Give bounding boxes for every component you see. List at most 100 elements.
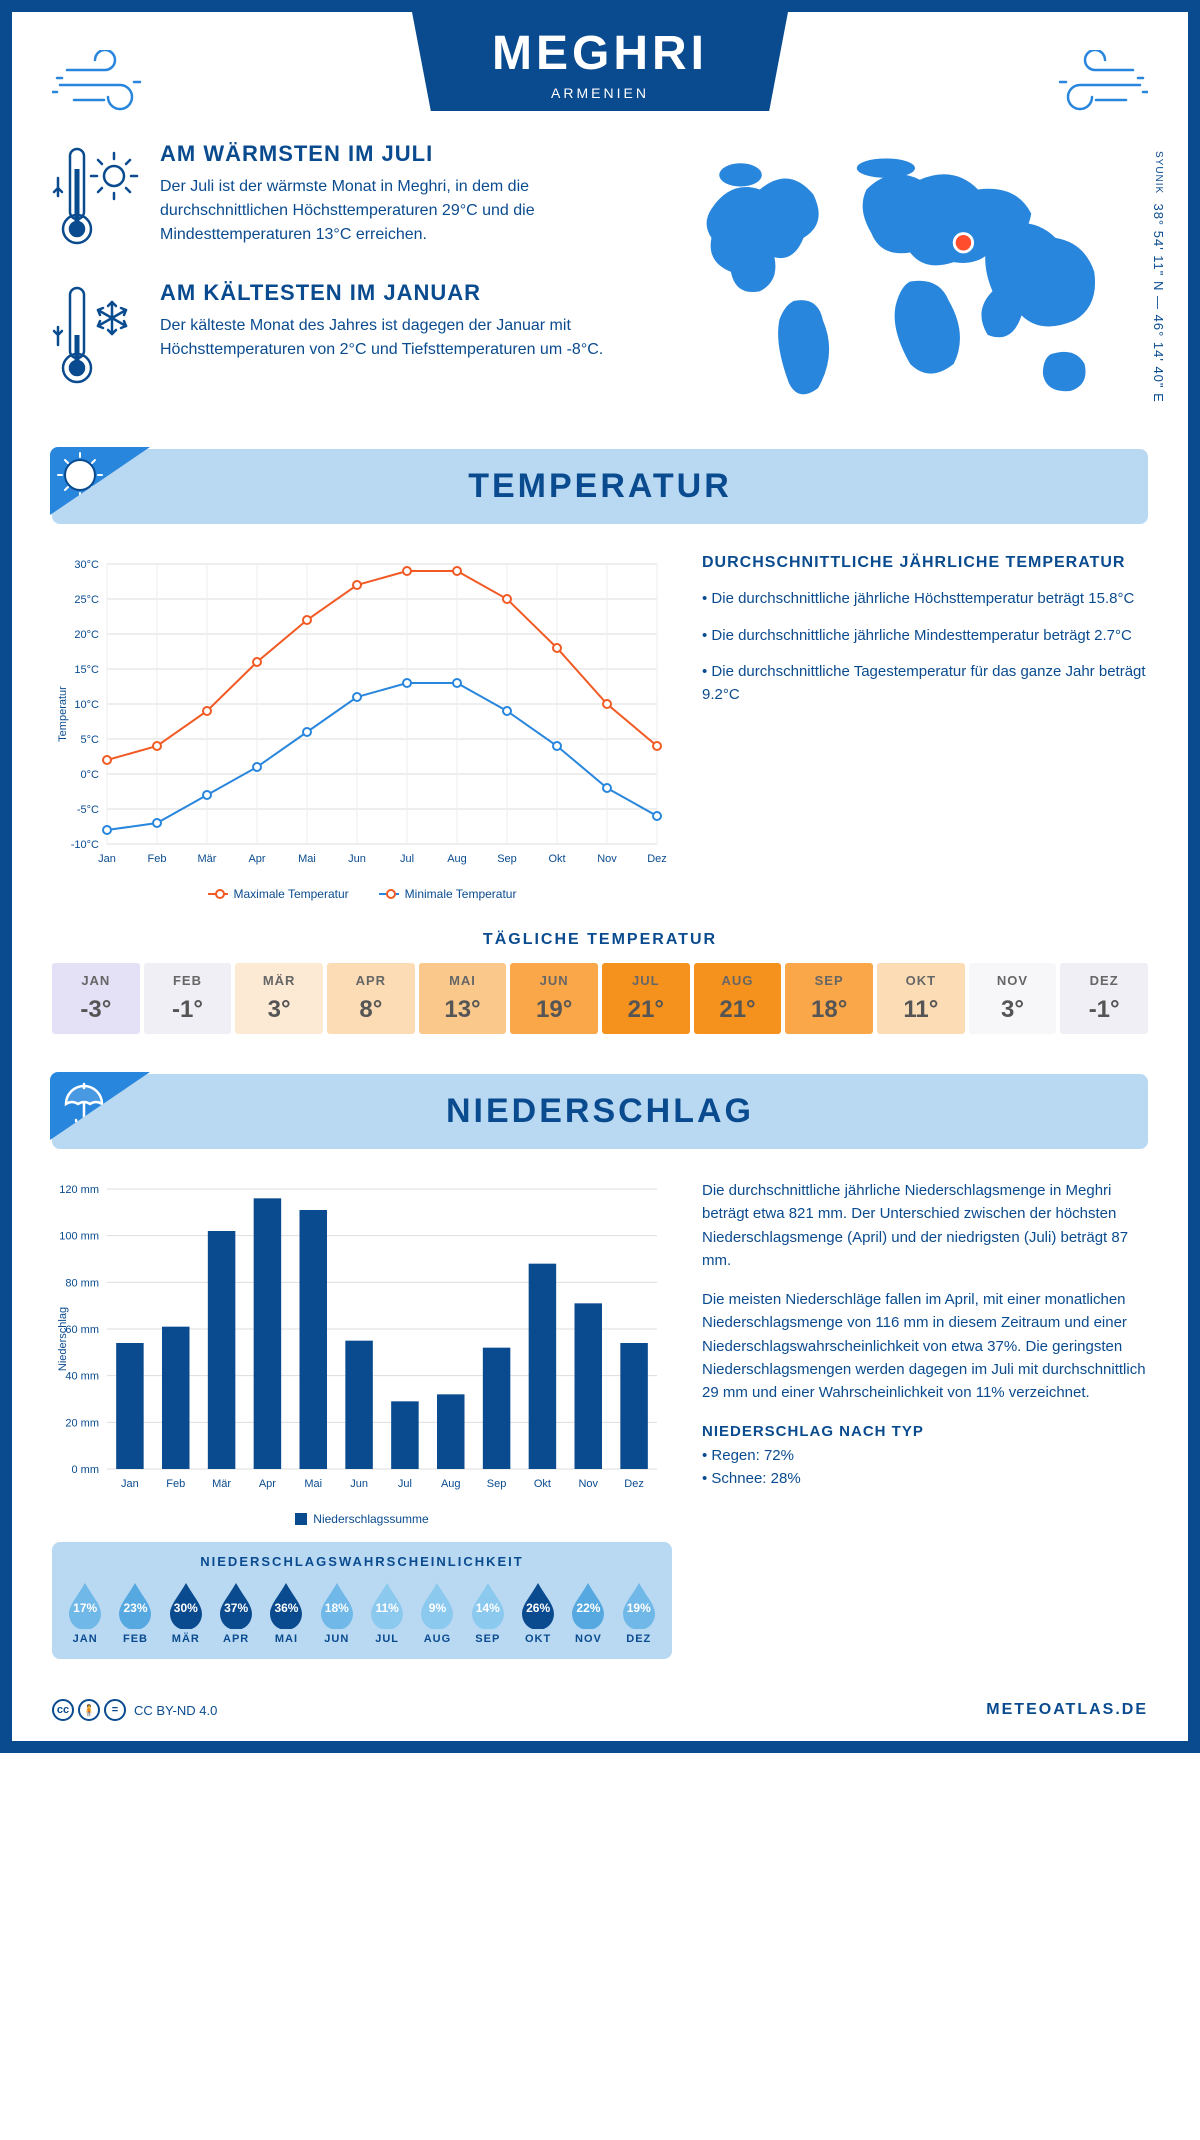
precip-legend: Niederschlagssumme [52,1512,672,1526]
fact-cold-body: AM KÄLTESTEN IM JANUAR Der kälteste Mona… [160,280,633,395]
svg-text:Mai: Mai [304,1478,322,1490]
temperature-chart: -10°C-5°C0°C5°C10°C15°C20°C25°C30°CJanFe… [52,554,672,901]
temp-bullet: • Die durchschnittliche Tagestemperatur … [702,661,1148,706]
precip-type-bullet: • Regen: 72% [702,1444,1148,1467]
svg-text:20°C: 20°C [74,629,99,641]
fact-warm-title: AM WÄRMSTEN IM JULI [160,141,633,167]
page-title: MEGHRI [492,26,708,81]
svg-text:25°C: 25°C [74,594,99,606]
svg-text:Jul: Jul [400,853,414,865]
daily-value: 3° [971,996,1055,1024]
svg-text:Apr: Apr [259,1478,276,1490]
fact-warm-text: Der Juli ist der wärmste Monat in Meghri… [160,175,633,247]
svg-text:Jan: Jan [98,853,116,865]
temp-bullet: • Die durchschnittliche jährliche Mindes… [702,625,1148,648]
daily-value: -1° [146,996,230,1024]
daily-cell: MÄR3° [235,963,323,1034]
drop-cell: 14% SEP [463,1579,513,1645]
svg-text:80 mm: 80 mm [65,1277,99,1289]
drop-cell: 23% FEB [110,1579,160,1645]
svg-text:30°C: 30°C [74,559,99,571]
legend-max: .leg-sw:nth-child(1)::after{border-color… [208,887,349,901]
daily-month: NOV [971,973,1055,988]
section-bar-precipitation: NIEDERSCHLAG [52,1074,1148,1149]
svg-text:100 mm: 100 mm [59,1231,99,1243]
footer: cc 🧍 = CC BY-ND 4.0 METEOATLAS.DE [52,1679,1148,1721]
svg-text:Jun: Jun [350,1478,368,1490]
drop-cell: 18% JUN [312,1579,362,1645]
drop-value: 23% [123,1601,147,1615]
inner: MEGHRI ARMENIEN AM WÄRMSTEN IM JULI Der … [12,12,1188,1741]
license: cc 🧍 = CC BY-ND 4.0 [52,1699,217,1721]
drop-month: AUG [412,1633,462,1645]
drop-month: MAI [261,1633,311,1645]
drop-icon: 18% [317,1579,357,1629]
svg-text:Dez: Dez [624,1478,644,1490]
cc-icon: cc [52,1699,74,1721]
drop-cell: 36%MAI [261,1579,311,1645]
daily-value: 21° [696,996,780,1024]
drop-month: OKT [513,1633,563,1645]
drop-cell: 17% JAN [60,1579,110,1645]
precip-para: Die durchschnittliche jährliche Niedersc… [702,1179,1148,1272]
drop-month: FEB [110,1633,160,1645]
drops-row: 17%JAN23%FEB30%MÄR37%APR36%MAI18%JUN11%J… [60,1579,664,1645]
wind-icon-right [1038,50,1148,125]
drop-value: 14% [476,1601,500,1615]
svg-text:60 mm: 60 mm [65,1324,99,1336]
svg-text:0°C: 0°C [81,769,100,781]
page: MEGHRI ARMENIEN AM WÄRMSTEN IM JULI Der … [0,0,1200,1753]
svg-text:Jul: Jul [398,1478,412,1490]
temp-bullet: • Die durchschnittliche jährliche Höchst… [702,588,1148,611]
drop-month: JUN [312,1633,362,1645]
temp-legend: .leg-sw:nth-child(1)::after{border-color… [52,887,672,901]
drop-icon: 9% [417,1579,457,1629]
header: MEGHRI ARMENIEN [52,42,1148,111]
fact-cold-text: Der kälteste Monat des Jahres ist dagege… [160,314,633,362]
drop-icon: 17% [65,1579,105,1629]
license-text: CC BY-ND 4.0 [134,1703,217,1718]
drop-icon: 26% [518,1579,558,1629]
daily-cell: FEB-1° [144,963,232,1034]
drop-month: JAN [60,1633,110,1645]
section-title-temperature: TEMPERATUR [52,467,1148,506]
svg-text:Mär: Mär [198,853,217,865]
daily-cell: SEP18° [785,963,873,1034]
precipitation-chart: 0 mm20 mm40 mm60 mm80 mm100 mm120 mmJanF… [52,1179,672,1499]
precip-para: Die meisten Niederschläge fallen im Apri… [702,1288,1148,1404]
drop-icon: 30% [166,1579,206,1629]
svg-text:Aug: Aug [441,1478,461,1490]
world-map-icon [663,141,1148,412]
precipitation-chart-col: 0 mm20 mm40 mm60 mm80 mm100 mm120 mmJanF… [52,1179,672,1659]
probability-box: NIEDERSCHLAGSWAHRSCHEINLICHKEIT 17%JAN23… [52,1542,672,1659]
thermometer-cold-icon [52,280,142,395]
drop-value: 18% [325,1601,349,1615]
thermometer-hot-icon [52,141,142,256]
daily-value: 11° [879,996,963,1024]
daily-value: 19° [512,996,596,1024]
drop-month: SEP [463,1633,513,1645]
page-subtitle: ARMENIEN [492,85,708,101]
daily-cell: JAN-3° [52,963,140,1034]
drop-month: APR [211,1633,261,1645]
fact-cold: AM KÄLTESTEN IM JANUAR Der kälteste Mona… [52,280,633,395]
drop-cell: 37% APR [211,1579,261,1645]
daily-month: DEZ [1062,973,1146,988]
drop-icon: 37% [216,1579,256,1629]
daily-cell: AUG21° [694,963,782,1034]
drop-cell: 19%DEZ [614,1579,664,1645]
drop-value: 22% [576,1601,600,1615]
daily-cell: JUN19° [510,963,598,1034]
wind-icon-left [52,50,162,125]
drop-value: 30% [174,1601,198,1615]
drop-icon: 11% [367,1579,407,1629]
daily-cell: APR8° [327,963,415,1034]
daily-value: 21° [604,996,688,1024]
svg-text:Sep: Sep [497,853,517,865]
daily-month: MÄR [237,973,321,988]
map-container: SYUNIK 38° 54' 11" N — 46° 14' 40" E [663,141,1148,419]
drop-cell: 30%MÄR [161,1579,211,1645]
drop-icon: 22% [568,1579,608,1629]
daily-cell: OKT11° [877,963,965,1034]
brand: METEOATLAS.DE [986,1701,1148,1719]
